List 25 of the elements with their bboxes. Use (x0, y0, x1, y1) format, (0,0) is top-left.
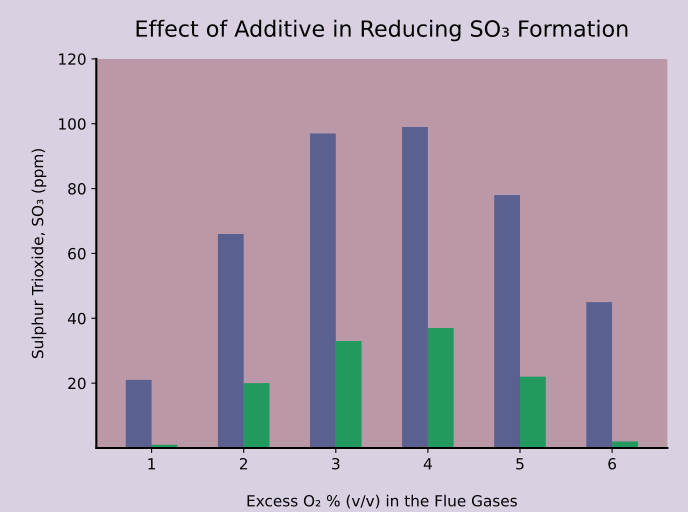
bar (586, 302, 612, 448)
y-tick-label: 20 (68, 378, 86, 390)
y-tick-label: 100 (59, 118, 86, 130)
x-tick-label: 6 (608, 458, 616, 470)
x-tick-label: 5 (516, 458, 524, 470)
x-tick-label: 3 (332, 458, 340, 470)
bar (310, 133, 336, 448)
bar (402, 126, 428, 448)
x-tick-label: 1 (148, 458, 156, 470)
bar (218, 234, 244, 448)
x-tick-label: 2 (240, 458, 248, 470)
y-axis-title: Sulphur Trioxide, SO₃ (ppm) (32, 149, 46, 358)
y-tick-label: 40 (68, 312, 86, 324)
bar (336, 340, 362, 448)
y-tick-label: 120 (59, 53, 86, 65)
bar (244, 383, 270, 448)
y-tick-label: 80 (68, 183, 86, 195)
bar (428, 328, 454, 448)
y-tick-label: 60 (68, 248, 86, 260)
bar (520, 376, 546, 448)
bar (126, 380, 152, 448)
bar (494, 195, 520, 448)
x-tick-label: 4 (424, 458, 432, 470)
x-axis-title: Excess O₂ % (v/v) in the Flue Gases (248, 494, 517, 508)
chart-title: Effect of Additive in Reducing SO₃ Formation (136, 20, 628, 42)
